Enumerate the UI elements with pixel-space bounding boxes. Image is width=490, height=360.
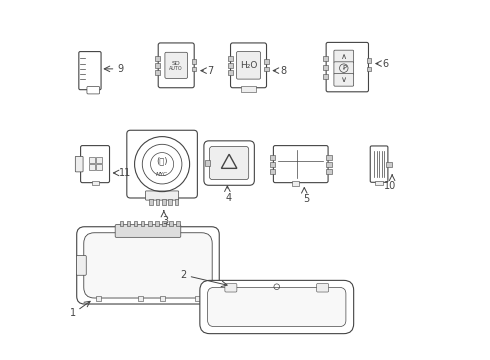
FancyBboxPatch shape <box>77 227 219 304</box>
FancyBboxPatch shape <box>317 284 329 292</box>
Bar <box>326 155 332 159</box>
FancyBboxPatch shape <box>334 73 354 86</box>
FancyBboxPatch shape <box>75 156 83 172</box>
Bar <box>149 199 153 205</box>
FancyBboxPatch shape <box>210 147 249 180</box>
Text: 8: 8 <box>280 66 286 76</box>
FancyBboxPatch shape <box>158 43 194 88</box>
Text: 10: 10 <box>384 181 396 191</box>
Bar <box>228 70 233 75</box>
Bar <box>97 157 102 163</box>
FancyBboxPatch shape <box>334 62 354 75</box>
Bar <box>160 296 165 301</box>
FancyBboxPatch shape <box>79 51 101 90</box>
Bar <box>265 67 269 71</box>
FancyBboxPatch shape <box>146 191 179 200</box>
Text: ∧: ∧ <box>341 52 347 61</box>
FancyBboxPatch shape <box>370 146 388 182</box>
Text: 2: 2 <box>180 270 187 280</box>
FancyBboxPatch shape <box>273 145 328 183</box>
Bar <box>323 74 328 79</box>
Bar <box>292 181 299 186</box>
Bar <box>270 162 275 167</box>
Bar <box>265 59 269 64</box>
FancyBboxPatch shape <box>76 256 86 275</box>
FancyBboxPatch shape <box>115 225 181 237</box>
Text: 9: 9 <box>117 64 123 74</box>
Bar <box>141 221 145 226</box>
Bar <box>155 63 160 68</box>
Text: 4: 4 <box>226 193 232 203</box>
Bar <box>367 58 371 63</box>
FancyBboxPatch shape <box>204 141 254 185</box>
FancyBboxPatch shape <box>326 42 368 92</box>
Bar <box>323 56 328 61</box>
Bar <box>176 221 180 226</box>
Bar <box>97 164 102 170</box>
Bar <box>175 199 178 205</box>
Text: 1: 1 <box>70 308 75 318</box>
FancyBboxPatch shape <box>230 43 267 88</box>
Bar <box>169 199 172 205</box>
Text: 11: 11 <box>120 168 132 178</box>
FancyBboxPatch shape <box>200 280 354 334</box>
Bar <box>155 221 159 226</box>
Bar <box>139 296 144 301</box>
FancyBboxPatch shape <box>208 287 346 327</box>
Bar <box>155 56 160 61</box>
Bar <box>326 169 332 174</box>
Text: 5: 5 <box>303 194 309 204</box>
Bar <box>96 296 101 301</box>
Text: MYC: MYC <box>156 172 168 177</box>
Bar <box>270 169 275 174</box>
Text: SD: SD <box>172 61 181 66</box>
Bar <box>162 199 166 205</box>
Text: (⏻): (⏻) <box>156 156 168 165</box>
Bar <box>155 70 160 75</box>
Bar <box>228 63 233 68</box>
FancyBboxPatch shape <box>225 284 237 292</box>
Bar <box>270 155 275 159</box>
FancyBboxPatch shape <box>84 233 212 298</box>
Text: 7: 7 <box>208 66 214 76</box>
FancyBboxPatch shape <box>165 52 188 78</box>
Bar <box>228 56 233 61</box>
Bar <box>192 67 196 71</box>
FancyBboxPatch shape <box>334 50 354 63</box>
FancyBboxPatch shape <box>237 51 261 79</box>
Bar <box>134 221 137 226</box>
Bar <box>192 59 196 64</box>
Text: Ꝑ: Ꝑ <box>342 65 346 71</box>
Bar <box>120 221 123 226</box>
Text: 6: 6 <box>382 59 389 68</box>
Bar <box>92 181 98 185</box>
Bar <box>89 164 95 170</box>
Bar <box>242 86 256 92</box>
Bar <box>148 221 151 226</box>
Bar <box>375 181 383 185</box>
Bar <box>127 221 130 226</box>
Text: H₂O: H₂O <box>240 61 257 70</box>
Text: 3: 3 <box>162 216 168 226</box>
Bar <box>205 160 210 166</box>
Text: ∨: ∨ <box>341 75 347 84</box>
FancyBboxPatch shape <box>87 86 99 94</box>
Bar <box>367 67 371 71</box>
Bar <box>195 296 200 301</box>
FancyBboxPatch shape <box>80 145 110 183</box>
FancyBboxPatch shape <box>127 130 197 198</box>
Bar <box>169 221 172 226</box>
Text: AUTO: AUTO <box>170 66 183 71</box>
Bar <box>326 162 332 167</box>
Bar <box>162 221 166 226</box>
Bar <box>323 65 328 70</box>
Bar <box>156 199 159 205</box>
Bar <box>89 157 95 163</box>
Bar <box>387 162 392 167</box>
